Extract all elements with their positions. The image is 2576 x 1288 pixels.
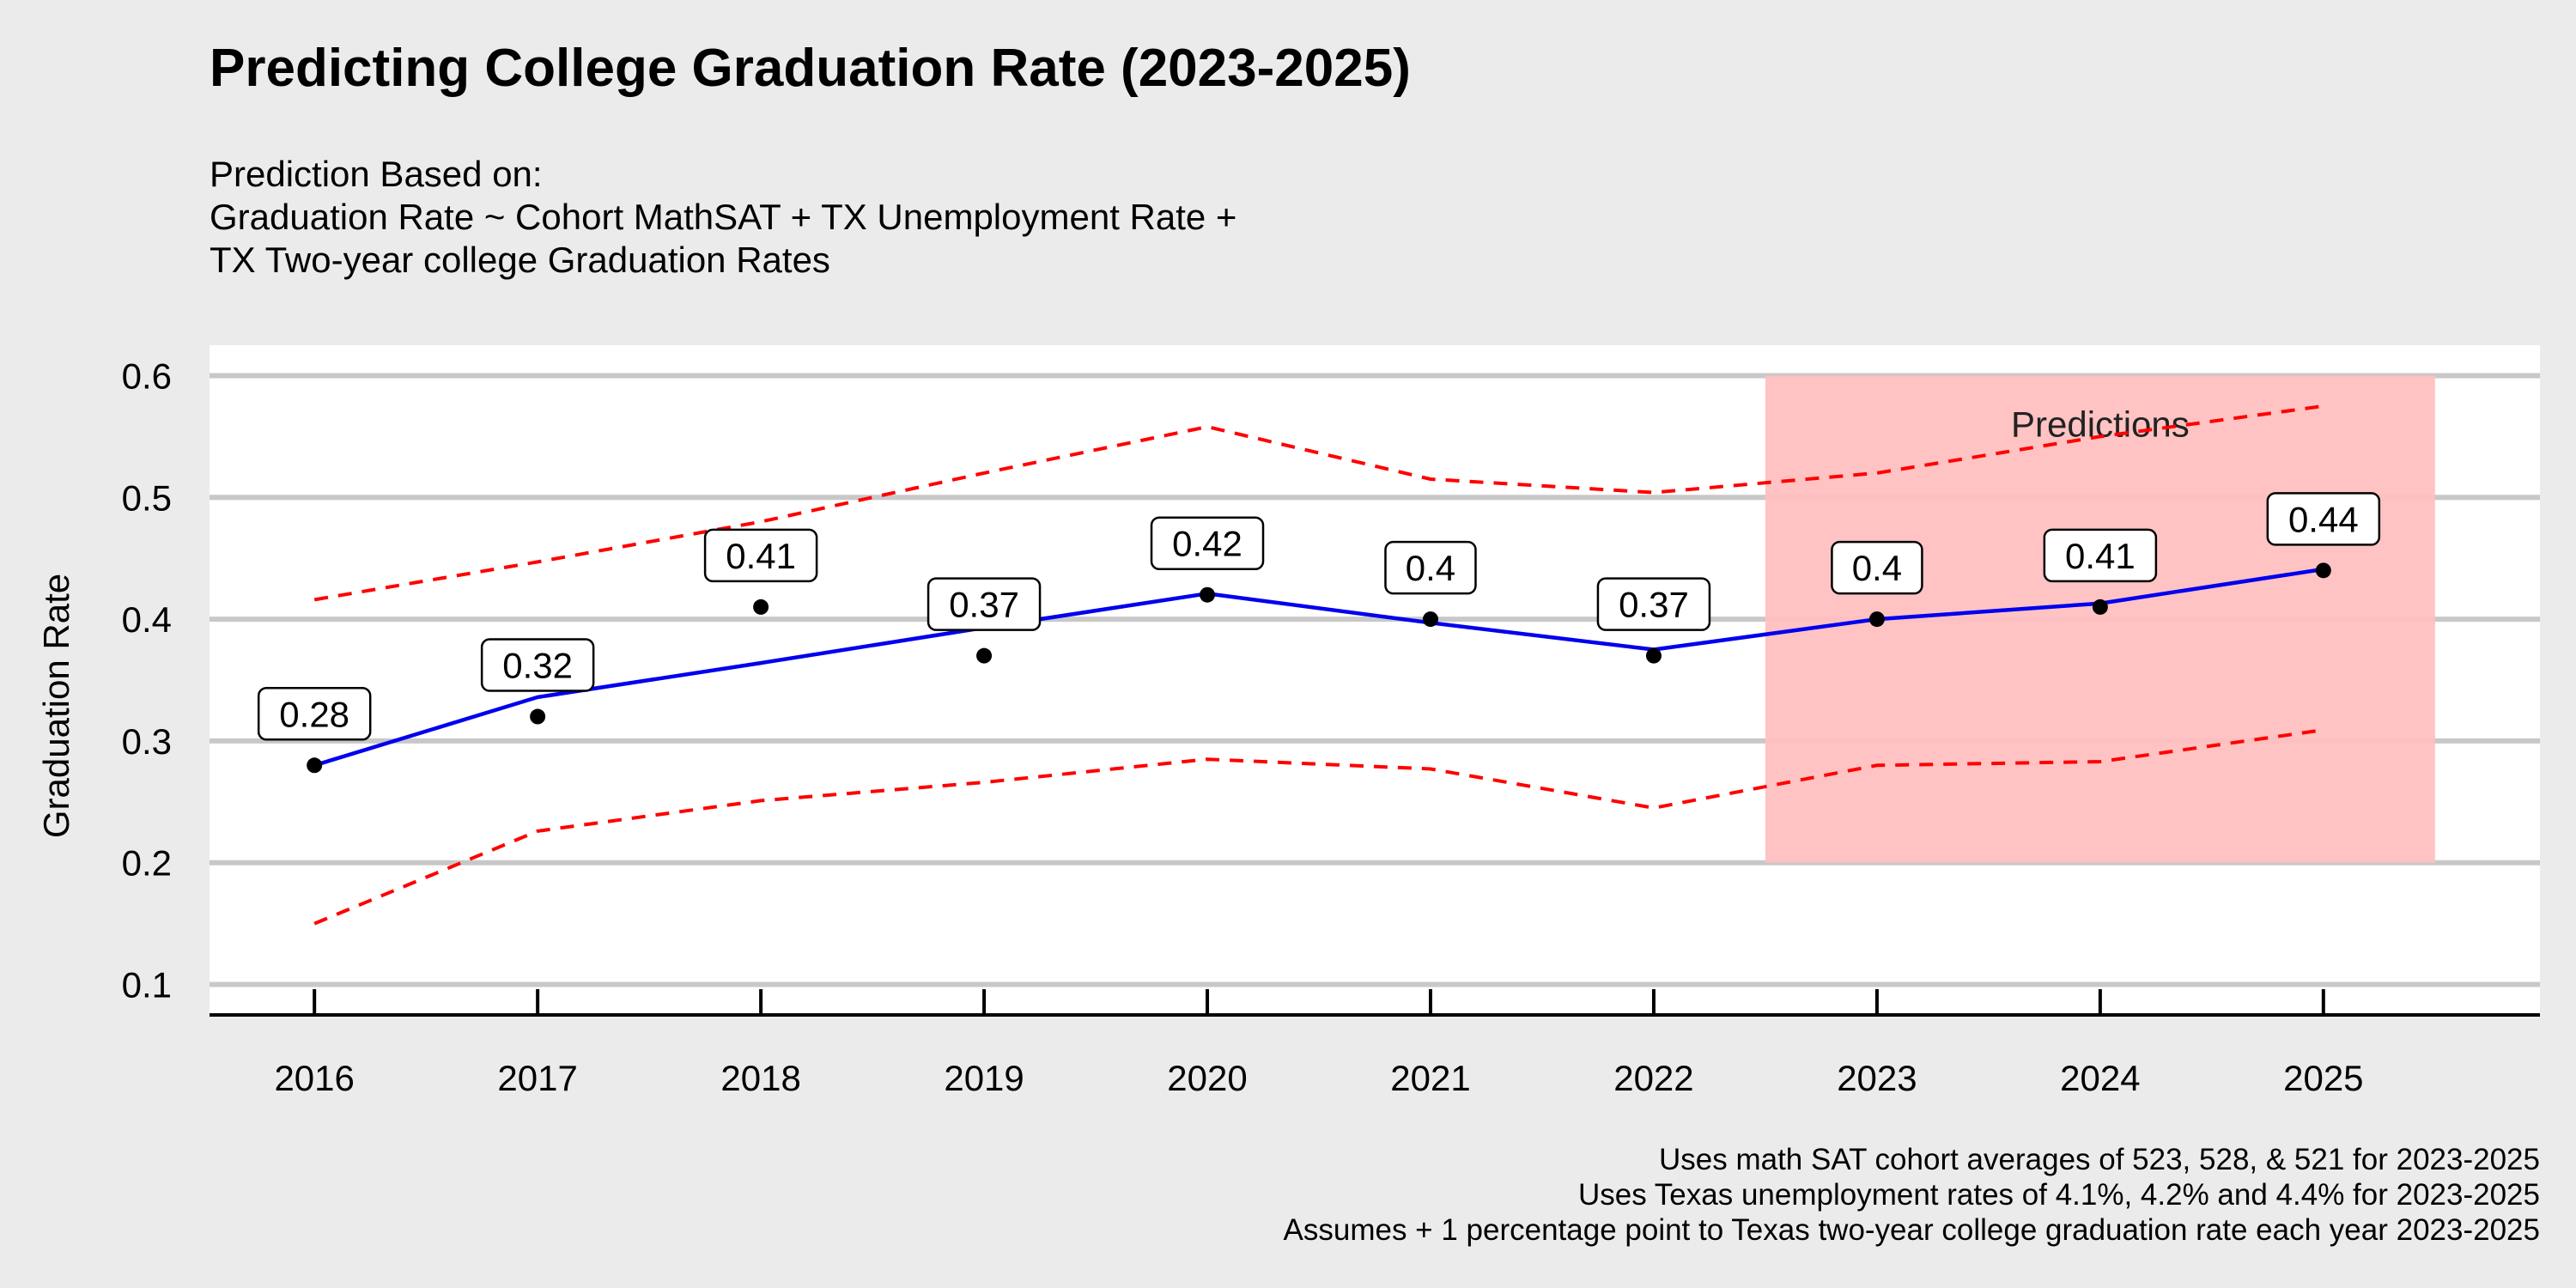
data-label-box xyxy=(2043,528,2158,583)
x-tick-label-2018: 2018 xyxy=(720,1058,800,1098)
data-label-text: 0.41 xyxy=(726,536,796,576)
data-point-2021 xyxy=(1422,611,1438,628)
axes: 2016 2017 2018 2019 2020 2021 2022 2023 2024 2025… xyxy=(36,355,2540,1098)
x-tick-label-2022: 2022 xyxy=(1613,1058,1693,1098)
data-label-2016: 0.28 xyxy=(257,687,372,741)
data-label-box xyxy=(480,638,595,692)
x-tick-label-2020: 2020 xyxy=(1167,1058,1247,1098)
data-label-text: 0.28 xyxy=(279,694,349,734)
y-axis-label: Graduation Rate xyxy=(36,574,76,838)
data-label-text: 0.42 xyxy=(1172,524,1242,564)
data-label-box xyxy=(2266,492,2381,546)
data-label-text: 0.37 xyxy=(1619,585,1689,625)
x-tick-label-2024: 2024 xyxy=(2060,1058,2140,1098)
chart-caption: Uses math SAT cohort averages of 523, 52… xyxy=(1284,1142,2540,1248)
chart-title: Predicting College Graduation Rate (2023… xyxy=(210,39,1411,98)
data-label-2017: 0.32 xyxy=(480,638,595,692)
data-point-2024 xyxy=(2092,598,2108,615)
data-label-2025: 0.44 xyxy=(2266,492,2381,546)
caption-line-3: Assumes + 1 percentage point to Texas tw… xyxy=(1283,1213,2540,1247)
subtitle-line-1: Prediction Based on: xyxy=(210,154,543,194)
y-tick-label-0.1: 0.1 xyxy=(122,965,172,1005)
series-lines xyxy=(313,404,2324,926)
data-label-2018: 0.41 xyxy=(703,528,818,583)
data-point-2020 xyxy=(1200,586,1216,603)
caption-line-2: Uses Texas unemployment rates of 4.1%, 4… xyxy=(1577,1178,2540,1212)
data-labels: 0.28 0.32 0.41 0.37 0.42 0.4 0.37 0.4 0.41 0.44 xyxy=(257,492,2381,741)
x-tick-label-2021: 2021 xyxy=(1390,1058,1470,1098)
subtitle-line-3: TX Two-year college Graduation Rates xyxy=(210,240,830,280)
data-label-box xyxy=(257,687,372,741)
fitted-line xyxy=(313,567,2324,768)
data-label-box xyxy=(1596,577,1711,631)
data-label-text: 0.37 xyxy=(949,585,1019,625)
data-label-text: 0.41 xyxy=(2065,536,2136,576)
y-tick-label-0.6: 0.6 xyxy=(122,355,172,396)
data-label-box xyxy=(1831,540,1923,595)
data-points xyxy=(307,562,2331,774)
data-point-2023 xyxy=(1868,611,1885,628)
data-point-2017 xyxy=(530,708,546,725)
caption-line-1: Uses math SAT cohort averages of 523, 52… xyxy=(1658,1143,2540,1176)
data-label-text: 0.44 xyxy=(2288,499,2359,539)
data-label-2019: 0.37 xyxy=(927,577,1042,631)
data-label-2020: 0.42 xyxy=(1150,516,1265,570)
chart-subtitle: Prediction Based on: Graduation Rate ~ C… xyxy=(210,153,1236,282)
data-point-2022 xyxy=(1645,647,1662,664)
y-tick-label-0.3: 0.3 xyxy=(122,721,172,762)
data-label-box xyxy=(703,528,818,583)
data-point-2019 xyxy=(976,647,993,664)
x-tick-label-2016: 2016 xyxy=(274,1058,354,1098)
x-tick-label-2023: 2023 xyxy=(1837,1058,1917,1098)
data-label-box xyxy=(1384,540,1477,595)
data-point-2018 xyxy=(753,598,769,615)
data-point-2016 xyxy=(307,757,323,774)
data-label-box xyxy=(1150,516,1265,570)
data-label-2023: 0.4 xyxy=(1831,540,1923,595)
y-tick-label-0.5: 0.5 xyxy=(122,477,172,518)
data-label-text: 0.32 xyxy=(502,646,573,686)
x-tick-label-2017: 2017 xyxy=(497,1058,577,1098)
subtitle-line-2: Graduation Rate ~ Cohort MathSAT + TX Un… xyxy=(210,197,1237,237)
data-label-text: 0.4 xyxy=(1406,548,1455,588)
y-tick-label-0.4: 0.4 xyxy=(122,599,172,640)
data-label-2022: 0.37 xyxy=(1596,577,1711,631)
data-label-text: 0.4 xyxy=(1852,548,1902,588)
x-tick-label-2025: 2025 xyxy=(2283,1058,2363,1098)
x-tick-label-2019: 2019 xyxy=(944,1058,1024,1098)
data-label-box xyxy=(927,577,1042,631)
y-tick-label-0.2: 0.2 xyxy=(122,843,172,884)
data-point-2025 xyxy=(2315,562,2331,579)
upper-bound-line xyxy=(313,404,2324,602)
data-label-2021: 0.4 xyxy=(1384,540,1477,595)
data-label-2024: 0.41 xyxy=(2043,528,2158,583)
